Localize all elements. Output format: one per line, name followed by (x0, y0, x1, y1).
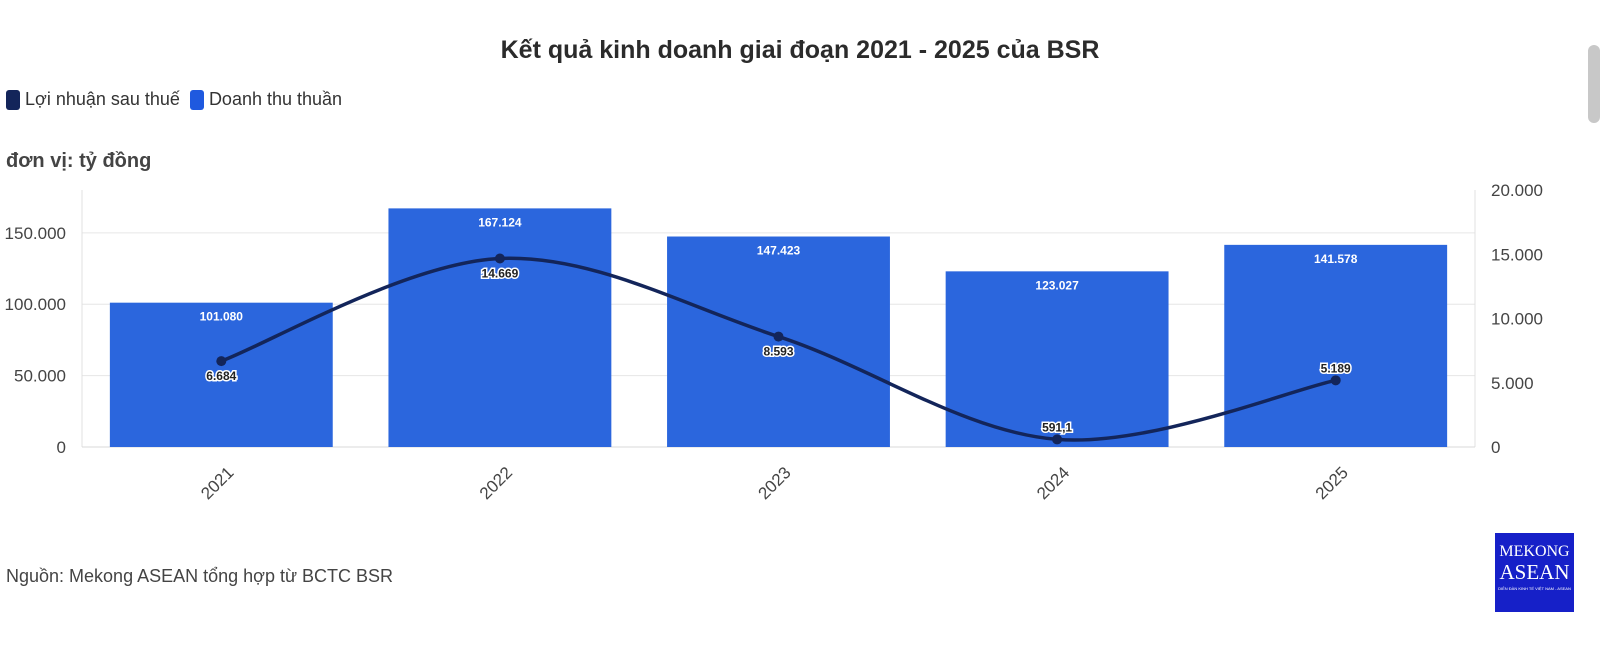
combo-chart: 0 50.000 100.000 150.000 0 5.000 10.000 15.000 2… (5, 181, 1543, 503)
x-tick-label: 2022 (476, 463, 516, 503)
line-point-profit (1052, 434, 1063, 445)
bar-revenue (667, 236, 890, 447)
legend-label-revenue: Doanh thu thuần (208, 89, 343, 109)
bar-revenue (945, 271, 1169, 447)
bar-data-label: 101.080 (200, 310, 244, 324)
legend-swatch-revenue (189, 89, 204, 110)
chart-legend: Lợi nhuận sau thuế Doanh thu thuần (6, 89, 352, 110)
logo-line-1: MEKONG (1499, 543, 1570, 560)
line-point-profit (773, 331, 784, 342)
logo-line-2: ASEAN (1499, 560, 1570, 584)
x-tick-label: 2023 (755, 463, 795, 503)
y-left-tick-label: 100.000 (5, 295, 66, 314)
x-tick-label: 2024 (1033, 463, 1073, 503)
y-left-tick-label: 0 (57, 438, 66, 457)
line-data-label: 8.593 (763, 345, 793, 359)
y-left-tick-label: 50.000 (14, 367, 66, 386)
bar-data-label: 123.027 (1035, 278, 1079, 292)
line-point-profit (1330, 375, 1341, 386)
x-tick-label: 2021 (197, 463, 237, 503)
line-point-profit (216, 356, 227, 367)
line-data-label: 591,1 (1042, 420, 1072, 434)
y-right-tick-label: 0 (1491, 438, 1500, 457)
line-data-label: 5.189 (1321, 361, 1351, 375)
y-right-tick-label: 10.000 (1491, 310, 1543, 329)
y-left-tick-label: 150.000 (5, 224, 66, 243)
mekong-asean-logo: MEKONG ASEAN DIỄN ĐÀN KINH TẾ VIỆT NAM -… (1495, 533, 1574, 612)
legend-item-profit[interactable]: Lợi nhuận sau thuế (6, 89, 180, 110)
y-right-tick-label: 20.000 (1491, 181, 1543, 200)
line-data-label: 14.669 (482, 267, 519, 281)
bar-data-label: 167.124 (478, 215, 522, 229)
legend-swatch-profit (6, 89, 20, 110)
legend-item-revenue[interactable]: Doanh thu thuần (189, 89, 343, 110)
bar-data-label: 147.423 (757, 244, 801, 258)
x-tick-label: 2025 (1312, 463, 1352, 503)
chart-title: Kết quả kinh doanh giai đoạn 2021 - 2025… (500, 36, 1100, 64)
logo-tagline: DIỄN ĐÀN KINH TẾ VIỆT NAM - ASEAN (1498, 586, 1571, 591)
y-right-tick-label: 5.000 (1491, 374, 1534, 393)
legend-label-profit: Lợi nhuận sau thuế (25, 89, 180, 109)
source-note: Nguồn: Mekong ASEAN tổng hợp từ BCTC BSR (6, 566, 394, 586)
y-right-tick-label: 15.000 (1491, 245, 1543, 264)
line-data-label: 6.684 (206, 369, 236, 383)
page-scrollbar[interactable] (1588, 45, 1600, 123)
unit-label: đơn vị: tỷ đồng (6, 150, 152, 172)
line-point-profit (494, 253, 505, 264)
bar-revenue (388, 208, 612, 447)
bar-revenue (1224, 244, 1448, 447)
bar-data-label: 141.578 (1314, 252, 1358, 266)
